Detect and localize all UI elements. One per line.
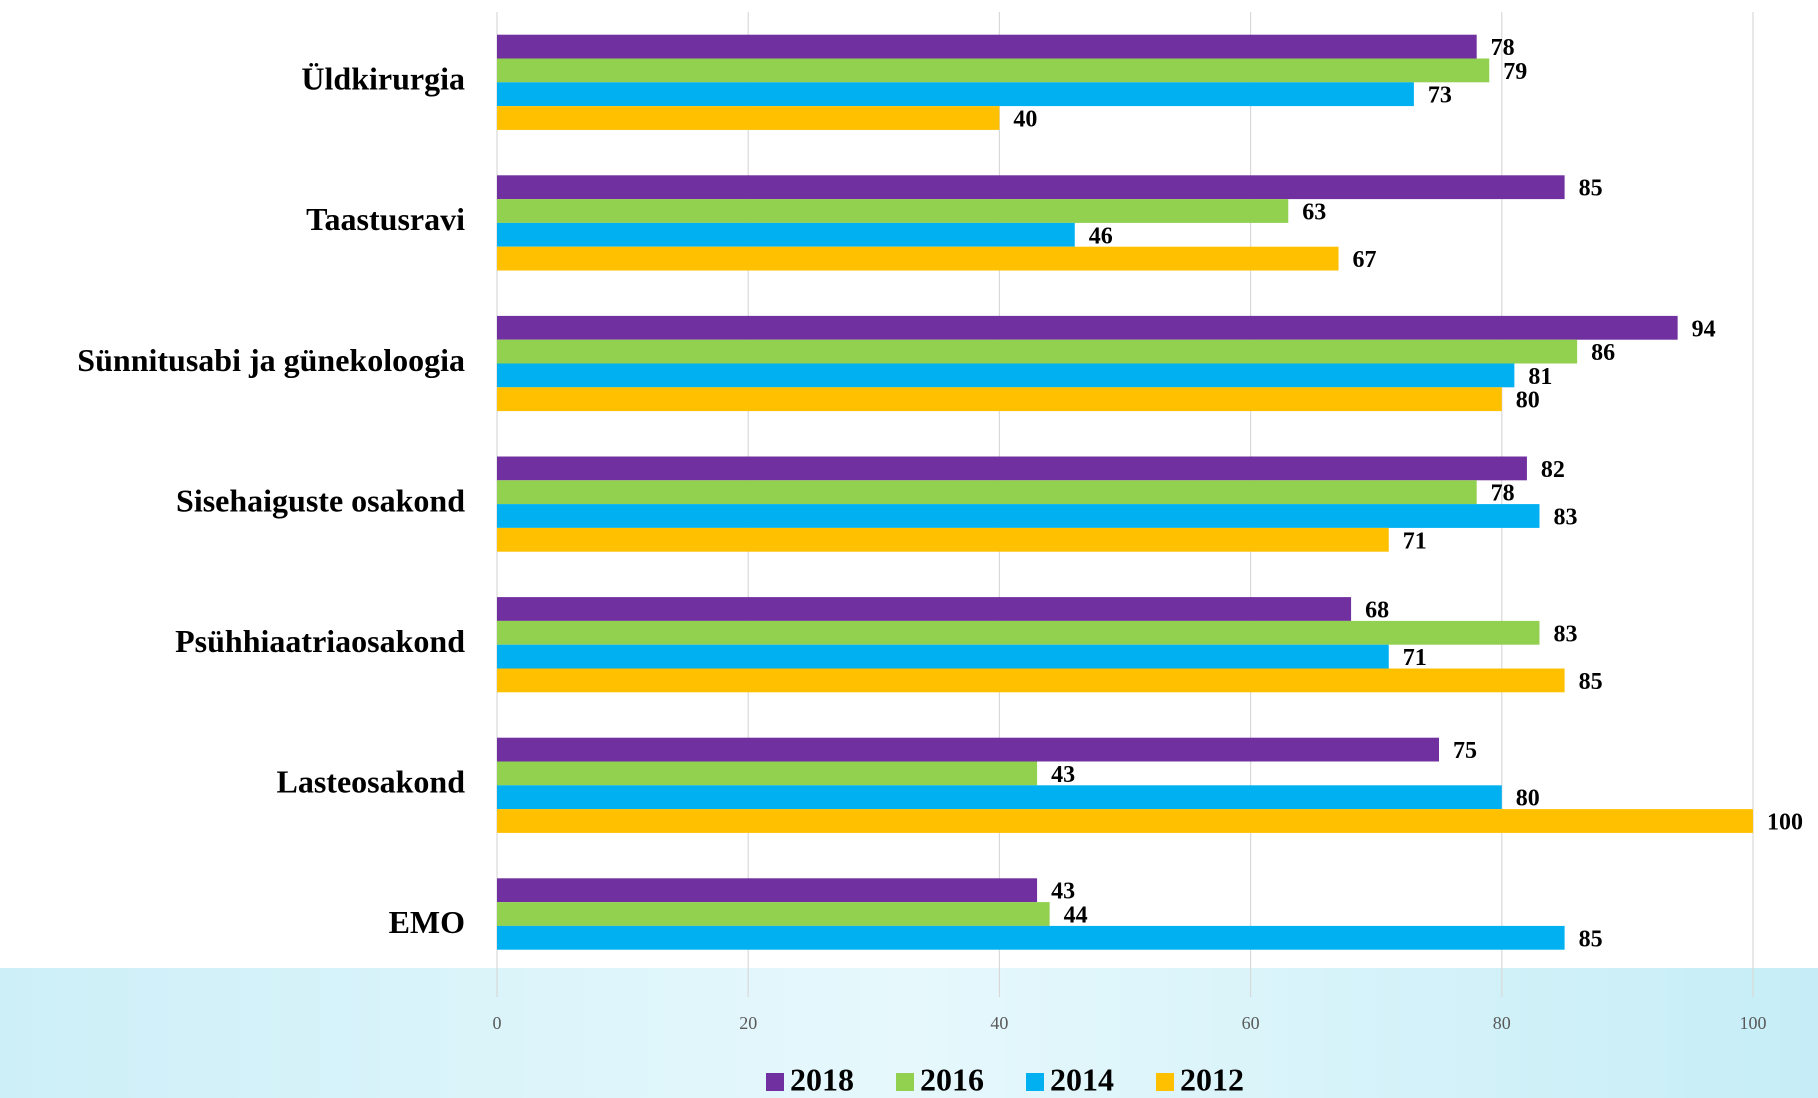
- value-label: 83: [1553, 505, 1577, 531]
- bar: [497, 387, 1502, 412]
- x-tick-label: 40: [990, 1013, 1008, 1033]
- value-label: 68: [1365, 598, 1389, 624]
- value-label: 75: [1453, 738, 1477, 764]
- bar: [497, 737, 1439, 762]
- value-label: 81: [1528, 364, 1552, 390]
- value-label: 94: [1692, 316, 1716, 342]
- category-label: Üldkirurgia: [301, 61, 465, 97]
- value-label: 67: [1353, 247, 1377, 273]
- legend-label: 2012: [1180, 1061, 1244, 1097]
- bar: [497, 878, 1038, 903]
- category-label: Lasteosakond: [277, 764, 466, 800]
- legend-swatch: [1156, 1073, 1174, 1091]
- value-label: 85: [1579, 176, 1603, 202]
- value-label: 40: [1013, 107, 1037, 133]
- bar: [497, 106, 1000, 130]
- value-label: 78: [1491, 481, 1515, 507]
- value-label: 44: [1064, 903, 1088, 929]
- bar: [497, 315, 1678, 340]
- x-tick-label: 0: [493, 1013, 502, 1033]
- bar: [497, 34, 1477, 59]
- category-label: Sisehaiguste osakond: [176, 482, 465, 518]
- legend-label: 2018: [790, 1061, 854, 1097]
- value-label: 79: [1503, 59, 1527, 85]
- value-label: 83: [1553, 621, 1577, 647]
- x-tick-label: 60: [1242, 1013, 1260, 1033]
- bar: [497, 925, 1565, 950]
- bar: [497, 175, 1565, 200]
- bar: [497, 668, 1565, 693]
- value-label: 82: [1541, 457, 1565, 483]
- category-label: Psühhiaatriaosakond: [175, 623, 465, 659]
- bar: [497, 222, 1075, 247]
- bar: [497, 339, 1578, 364]
- value-label: 43: [1051, 762, 1075, 788]
- value-label: 63: [1302, 200, 1326, 226]
- value-label: 43: [1051, 879, 1075, 905]
- value-label: 100: [1767, 810, 1803, 836]
- x-tick-label: 80: [1493, 1013, 1511, 1033]
- value-label: 80: [1516, 786, 1540, 812]
- value-label: 85: [1579, 926, 1603, 952]
- x-tick-label: 20: [739, 1013, 757, 1033]
- legend-swatch: [766, 1073, 784, 1091]
- category-label: EMO: [389, 904, 465, 940]
- bar: [497, 246, 1339, 271]
- category-label: Sünnitusabi ja günekoloogia: [77, 342, 465, 378]
- bar: [497, 597, 1352, 621]
- bar: [497, 761, 1038, 786]
- bar: [497, 644, 1389, 669]
- value-label: 46: [1089, 223, 1113, 249]
- bar: [497, 504, 1540, 528]
- value-label: 85: [1579, 669, 1603, 695]
- bar: [497, 456, 1527, 481]
- category-label: Taastusravi: [306, 201, 465, 237]
- bar: [497, 480, 1477, 505]
- bar: [497, 199, 1289, 223]
- value-label: 80: [1516, 388, 1540, 414]
- bar: [497, 902, 1050, 926]
- bar: [497, 785, 1502, 810]
- value-label: 71: [1403, 528, 1427, 554]
- value-label: 73: [1428, 83, 1452, 109]
- legend-label: 2016: [920, 1061, 984, 1097]
- x-tick-label: 100: [1740, 1013, 1767, 1033]
- legend-swatch: [1026, 1073, 1044, 1091]
- bar: [497, 58, 1490, 83]
- bar: [497, 620, 1540, 645]
- bar: [497, 82, 1414, 107]
- legend-label: 2014: [1050, 1061, 1114, 1097]
- legend-swatch: [896, 1073, 914, 1091]
- value-label: 78: [1491, 35, 1515, 61]
- bar: [497, 809, 1753, 833]
- bar: [497, 363, 1515, 388]
- bar: [497, 527, 1389, 552]
- value-label: 86: [1591, 340, 1615, 366]
- value-label: 71: [1403, 645, 1427, 671]
